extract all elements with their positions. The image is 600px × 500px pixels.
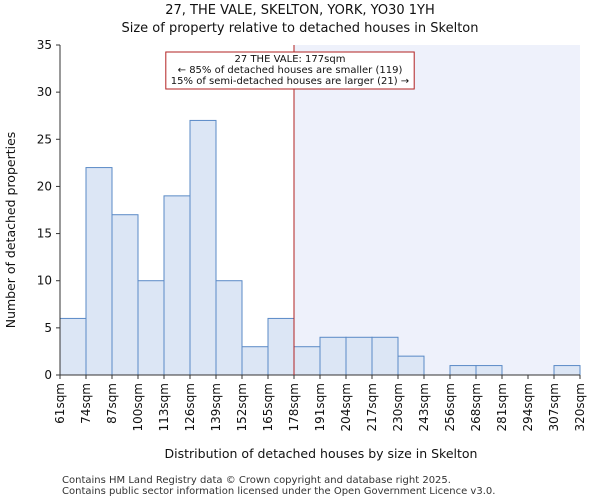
bar xyxy=(241,346,269,376)
x-tick-label: 178sqm xyxy=(287,383,301,431)
x-tick-label: 217sqm xyxy=(365,383,379,431)
y-axis-label: Number of detached properties xyxy=(3,132,18,329)
bar xyxy=(397,355,425,376)
bar xyxy=(475,365,503,376)
annotation-line-2: ← 85% of detached houses are smaller (11… xyxy=(178,65,403,76)
x-tick-label: 307sqm xyxy=(547,383,561,431)
annotation-line-3: 15% of semi-detached houses are larger (… xyxy=(171,76,409,87)
bar xyxy=(293,346,321,376)
bar xyxy=(345,336,373,376)
x-tick-label: 152sqm xyxy=(235,383,249,431)
bar xyxy=(111,214,139,376)
y-tick-label: 5 xyxy=(44,321,52,335)
y-tick-label: 30 xyxy=(37,85,52,99)
x-tick-label: 74sqm xyxy=(79,383,93,424)
x-ticks: 61sqm 74sqm 87sqm 100sqm 113sqm 126sqm 139sqm 1… xyxy=(53,375,587,431)
y-tick-label: 20 xyxy=(37,179,52,193)
y-ticks: 0 5 10 15 20 25 30 35 xyxy=(37,38,60,382)
x-tick-label: 256sqm xyxy=(443,383,457,431)
bar xyxy=(215,280,243,376)
bar xyxy=(449,365,477,376)
x-tick-label: 126sqm xyxy=(183,383,197,431)
x-axis-label: Distribution of detached houses by size … xyxy=(165,446,478,461)
x-tick-label: 281sqm xyxy=(495,383,509,431)
y-tick-label: 0 xyxy=(44,368,52,382)
bar xyxy=(85,167,113,376)
x-tick-label: 87sqm xyxy=(105,383,119,424)
x-tick-label: 191sqm xyxy=(313,383,327,431)
x-tick-label: 268sqm xyxy=(469,383,483,431)
bar xyxy=(553,365,581,376)
x-tick-label: 294sqm xyxy=(521,383,535,431)
y-tick-label: 10 xyxy=(37,274,52,288)
x-tick-label: 139sqm xyxy=(209,383,223,431)
x-tick-label: 320sqm xyxy=(573,383,587,431)
y-tick-label: 35 xyxy=(37,38,52,52)
x-tick-label: 230sqm xyxy=(391,383,405,431)
bar xyxy=(371,336,399,376)
footer-line-1: Contains HM Land Registry data © Crown c… xyxy=(62,475,451,486)
bar xyxy=(163,195,191,376)
x-tick-label: 61sqm xyxy=(53,383,67,424)
x-tick-label: 113sqm xyxy=(157,383,171,431)
x-tick-label: 100sqm xyxy=(131,383,145,431)
bar xyxy=(319,336,347,376)
x-tick-label: 204sqm xyxy=(339,383,353,431)
y-tick-label: 25 xyxy=(37,132,52,146)
annotation-line-1: 27 THE VALE: 177sqm xyxy=(235,54,346,65)
y-tick-label: 15 xyxy=(37,227,52,241)
highlight-region xyxy=(294,45,580,375)
chart-title-line-1: 27, THE VALE, SKELTON, YORK, YO30 1YH xyxy=(165,3,435,18)
annotation-box xyxy=(165,51,415,90)
footer-line-2: Contains public sector information licen… xyxy=(62,486,495,497)
bar xyxy=(189,119,217,376)
bar xyxy=(137,280,165,376)
bar xyxy=(267,317,295,376)
bar xyxy=(59,317,87,376)
x-tick-label: 165sqm xyxy=(261,383,275,431)
x-tick-label: 243sqm xyxy=(417,383,431,431)
bars xyxy=(59,119,581,376)
chart-title-line-2: Size of property relative to detached ho… xyxy=(121,21,478,36)
